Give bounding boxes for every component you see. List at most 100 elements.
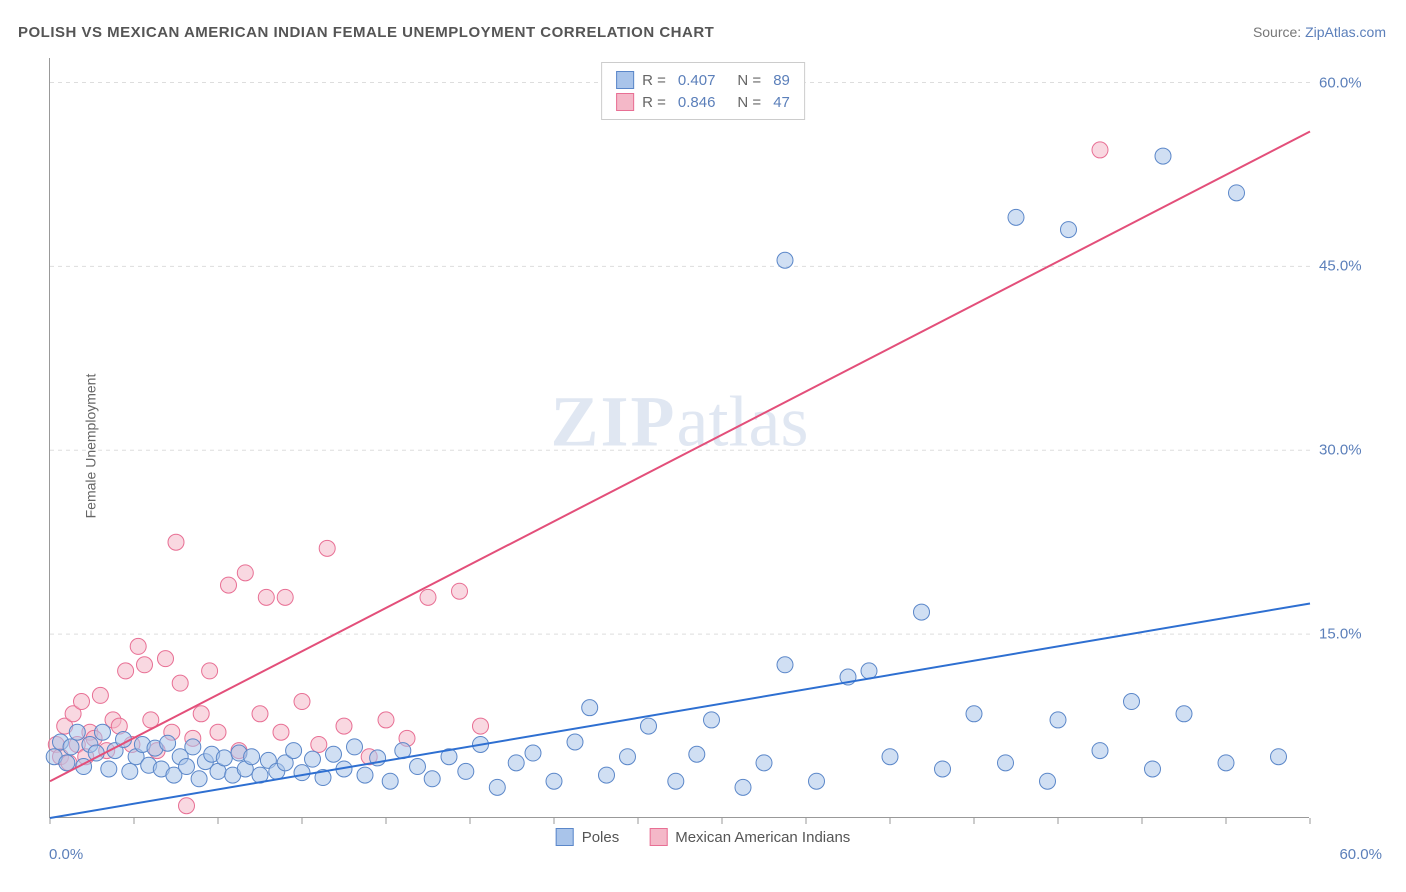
data-point [756,755,772,771]
data-point [193,706,209,722]
n-label: N = [737,94,761,111]
series2-points [48,142,1108,814]
r-label: R = [642,72,666,89]
data-point [641,718,657,734]
data-point [216,750,232,766]
data-point [286,743,302,759]
data-point [63,739,79,755]
data-point [1176,706,1192,722]
data-point [1271,749,1287,765]
stats-legend-row: R =0.407N =89 [616,69,790,91]
data-point [118,663,134,679]
data-point [382,773,398,789]
series-legend: Poles Mexican American Indians [556,828,851,846]
data-point [277,589,293,605]
data-point [424,771,440,787]
data-point [567,734,583,750]
y-tick-label: 60.0% [1319,74,1389,91]
series1-points [46,148,1286,795]
data-point [294,765,310,781]
data-point [179,798,195,814]
x-axis-label-max: 60.0% [1339,846,1382,863]
data-point [210,724,226,740]
legend-swatch [616,71,634,89]
data-point [244,749,260,765]
y-tick-label: 30.0% [1319,442,1389,459]
data-point [489,779,505,795]
n-label: N = [737,72,761,89]
r-value: 0.407 [678,72,716,89]
data-point [130,638,146,654]
chart-title: POLISH VS MEXICAN AMERICAN INDIAN FEMALE… [18,24,714,41]
data-point [122,763,138,779]
data-point [305,751,321,767]
data-point [95,724,111,740]
stats-legend: R =0.407N =89R =0.846N =47 [601,62,805,120]
data-point [735,779,751,795]
data-point [221,577,237,593]
legend-swatch [616,93,634,111]
data-point [410,759,426,775]
data-point [452,583,468,599]
data-point [273,724,289,740]
data-point [237,565,253,581]
data-point [347,739,363,755]
data-point [777,657,793,673]
data-point [1092,743,1108,759]
data-point [172,675,188,691]
data-point [92,687,108,703]
n-value: 47 [773,94,790,111]
data-point [620,749,636,765]
legend-label: Poles [582,829,620,846]
data-point [160,735,176,751]
data-point [704,712,720,728]
data-point [258,589,274,605]
x-ticks [50,818,1310,824]
x-axis-label-min: 0.0% [49,846,83,863]
series2-trendline [50,132,1310,782]
data-point [1218,755,1234,771]
data-point [458,763,474,779]
data-point [88,745,104,761]
data-point [319,540,335,556]
data-point [966,706,982,722]
data-point [294,694,310,710]
data-point [59,755,75,771]
data-point [473,718,489,734]
legend-item: Poles [556,828,620,846]
source-link[interactable]: ZipAtlas.com [1305,24,1386,40]
data-point [1008,209,1024,225]
y-tick-label: 15.0% [1319,626,1389,643]
data-point [74,694,90,710]
data-point [1145,761,1161,777]
legend-label: Mexican American Indians [675,829,850,846]
data-point [326,746,342,762]
data-point [1124,694,1140,710]
y-tick-label: 45.0% [1319,258,1389,275]
data-point [914,604,930,620]
data-point [1040,773,1056,789]
data-point [252,706,268,722]
data-point [69,724,85,740]
legend-swatch [649,828,667,846]
data-point [168,534,184,550]
data-point [1155,148,1171,164]
data-point [137,657,153,673]
data-point [185,739,201,755]
data-point [179,759,195,775]
data-point [882,749,898,765]
data-point [508,755,524,771]
data-point [599,767,615,783]
data-point [689,746,705,762]
scatter-svg [50,58,1309,817]
data-point [158,651,174,667]
data-point [1092,142,1108,158]
data-point [546,773,562,789]
stats-legend-row: R =0.846N =47 [616,91,790,113]
data-point [1229,185,1245,201]
data-point [998,755,1014,771]
data-point [202,663,218,679]
r-value: 0.846 [678,94,716,111]
data-point [420,589,436,605]
legend-swatch [556,828,574,846]
